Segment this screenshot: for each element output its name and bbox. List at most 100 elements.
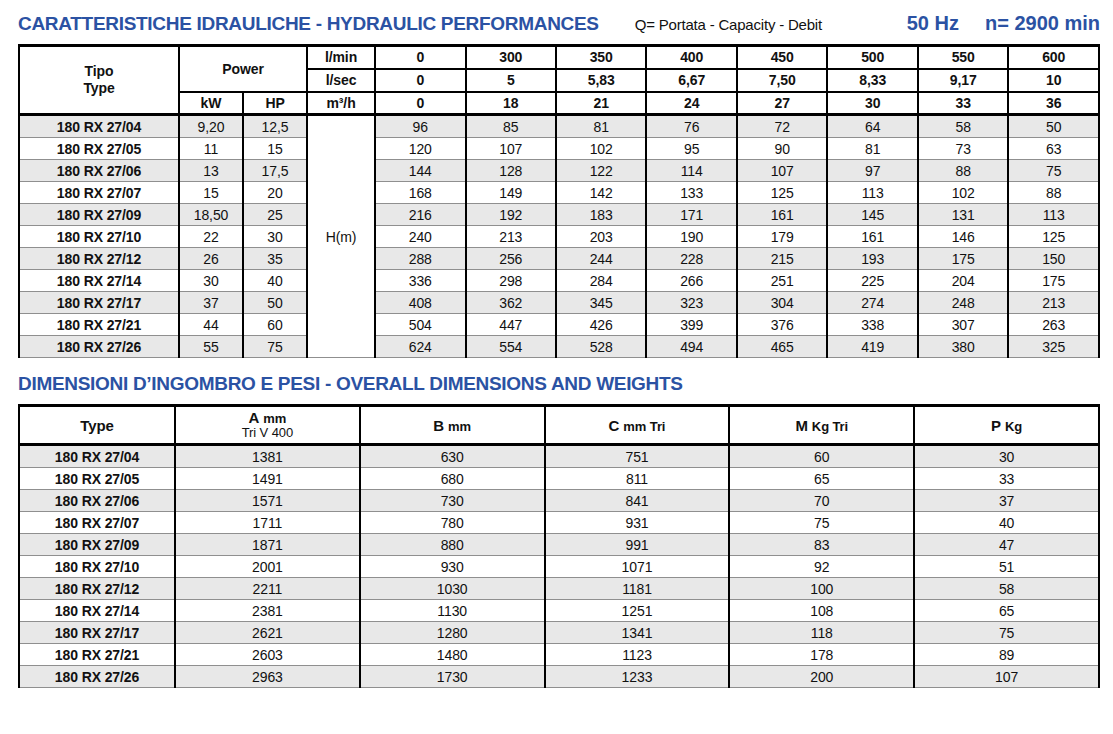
dimension-value: 178 (729, 644, 914, 666)
dimension-row: 180 RX 27/1222111030118110058 (19, 578, 1099, 600)
pump-type: 180 RX 27/10 (19, 556, 175, 578)
dimensions-title: DIMENSIONI D’INGOMBRO E PESI - OVERALL D… (18, 373, 1100, 395)
dimension-value: 2381 (175, 600, 360, 622)
head-value: 216 (375, 204, 465, 226)
pump-type: 180 RX 27/21 (19, 644, 175, 666)
head-value: 85 (466, 115, 556, 138)
dimension-value: 33 (914, 468, 1099, 490)
dimension-value: 931 (545, 512, 730, 534)
head-value: 323 (646, 292, 736, 314)
power-hp-value: 35 (243, 248, 307, 270)
hydraulic-row: 180 RX 27/0511151201071029590817363 (19, 138, 1099, 160)
dim-a-sub: Tri V 400 (176, 426, 359, 440)
dimensions-header-row: Type Amm Tri V 400 Bmm Cmm Tri MKg Tri (19, 406, 1099, 445)
head-value: 228 (646, 248, 736, 270)
head-value: 380 (918, 336, 1008, 358)
head-value: 240 (375, 226, 465, 248)
power-kw-value: 55 (179, 336, 243, 358)
flow-value: 5 (466, 69, 556, 92)
hydraulic-row: 180 RX 27/143040336298284266251225204175 (19, 270, 1099, 292)
dimension-row: 180 RX 27/1726211280134111875 (19, 622, 1099, 644)
flow-header-row-m3h: kW HP m³/h018212427303336 (19, 92, 1099, 115)
flow-value: 350 (556, 46, 646, 69)
head-value: 113 (1008, 204, 1099, 226)
head-value: 102 (918, 182, 1008, 204)
head-value: 251 (737, 270, 827, 292)
dim-c-column-header: Cmm Tri (545, 406, 730, 445)
dimension-value: 108 (729, 600, 914, 622)
head-value: 171 (646, 204, 736, 226)
head-value: 168 (375, 182, 465, 204)
head-value: 263 (1008, 314, 1099, 336)
head-value: 58 (918, 115, 1008, 138)
head-value: 72 (737, 115, 827, 138)
flow-unit-label: l/sec (307, 69, 375, 92)
head-value: 133 (646, 182, 736, 204)
pump-type: 180 RX 27/05 (19, 468, 175, 490)
flow-value: 24 (646, 92, 736, 115)
pump-type: 180 RX 27/04 (19, 115, 179, 138)
flow-value: 500 (827, 46, 917, 69)
head-value: 90 (737, 138, 827, 160)
hp-column-header: HP (243, 92, 307, 115)
hydraulic-row: 180 RX 27/173750408362345323304274248213 (19, 292, 1099, 314)
flow-value: 10 (1008, 69, 1099, 92)
head-value: 213 (466, 226, 556, 248)
head-value: 102 (556, 138, 646, 160)
flow-value: 27 (737, 92, 827, 115)
dimension-value: 1030 (360, 578, 545, 600)
hydraulic-row: 180 RX 27/0918,5025216192183171161145131… (19, 204, 1099, 226)
dimension-value: 1123 (545, 644, 730, 666)
head-value: 193 (827, 248, 917, 270)
head-value: 75 (1008, 160, 1099, 182)
head-value: 325 (1008, 336, 1099, 358)
power-kw-value: 9,20 (179, 115, 243, 138)
dimension-value: 780 (360, 512, 545, 534)
head-value: 145 (827, 204, 917, 226)
dim-a-unit: mm (263, 411, 286, 426)
kw-column-header: kW (179, 92, 243, 115)
head-value: 426 (556, 314, 646, 336)
dimension-value: 1071 (545, 556, 730, 578)
head-value: 528 (556, 336, 646, 358)
head-value: 128 (466, 160, 556, 182)
dim-p-letter: P (991, 417, 1001, 434)
head-value: 284 (556, 270, 646, 292)
dimension-value: 1480 (360, 644, 545, 666)
pump-type: 180 RX 27/06 (19, 160, 179, 182)
pump-type: 180 RX 27/04 (19, 445, 175, 468)
head-value: 161 (737, 204, 827, 226)
dim-a-letter: A (249, 409, 260, 426)
type-column-header: Tipo Type (19, 46, 179, 115)
pump-type: 180 RX 27/17 (19, 622, 175, 644)
hydraulic-row: 180 RX 27/102230240213203190179161146125 (19, 226, 1099, 248)
dimension-row: 180 RX 27/10200193010719251 (19, 556, 1099, 578)
dimension-value: 751 (545, 445, 730, 468)
head-value: 150 (1008, 248, 1099, 270)
power-hp-value: 75 (243, 336, 307, 358)
head-value: 81 (556, 115, 646, 138)
head-value: 225 (827, 270, 917, 292)
pump-type: 180 RX 27/12 (19, 248, 179, 270)
dimension-value: 107 (914, 666, 1099, 688)
power-hp-value: 50 (243, 292, 307, 314)
dim-p-column-header: P Kg (914, 406, 1099, 445)
type-label: Type (83, 80, 114, 96)
power-kw-value: 37 (179, 292, 243, 314)
flow-value: 550 (918, 46, 1008, 69)
flow-value: 0 (375, 92, 465, 115)
dimension-value: 1491 (175, 468, 360, 490)
pump-type: 180 RX 27/26 (19, 336, 179, 358)
dimension-row: 180 RX 27/0615717308417037 (19, 490, 1099, 512)
head-value: 161 (827, 226, 917, 248)
dimension-value: 811 (545, 468, 730, 490)
head-value: 144 (375, 160, 465, 182)
dimension-value: 37 (914, 490, 1099, 512)
dimension-value: 1280 (360, 622, 545, 644)
hydraulic-table-head: Tipo Type Power l/min0300350400450500550… (19, 46, 1099, 115)
power-hp-value: 12,5 (243, 115, 307, 138)
dim-p-unit: Kg (1005, 419, 1022, 434)
dimension-value: 65 (729, 468, 914, 490)
head-value: 465 (737, 336, 827, 358)
flow-unit-label: l/min (307, 46, 375, 69)
